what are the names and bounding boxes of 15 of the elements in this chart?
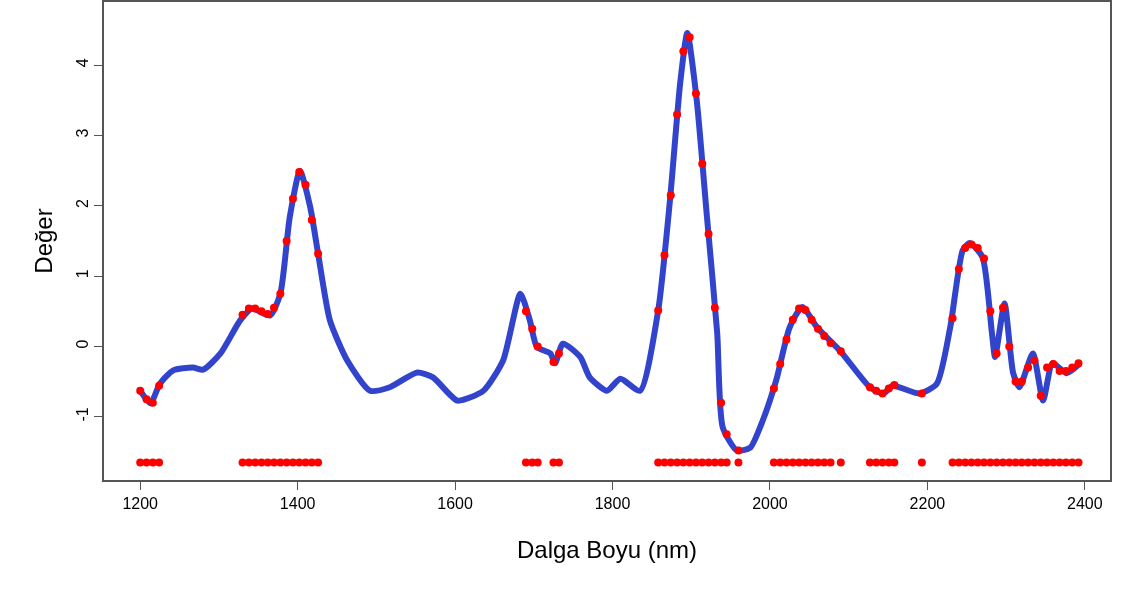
y-tick-label: -1	[73, 407, 91, 422]
x-tick-label: 1600	[437, 494, 473, 512]
y-tick-label: 2	[73, 198, 91, 208]
x-axis-title: Dalga Boyu (nm)	[516, 535, 698, 563]
y-tick-label: 1	[73, 269, 91, 279]
x-tick-label: 2000	[752, 494, 788, 512]
x-tick-label: 1200	[122, 494, 159, 512]
x-tick-label: 2400	[1067, 494, 1103, 512]
x-tick-label: 1400	[279, 494, 316, 512]
y-tick-label: 3	[73, 128, 91, 138]
y-tick-label: 0	[73, 339, 91, 349]
x-tick-label: 2200	[909, 494, 946, 512]
x-tick-label: 1800	[594, 494, 631, 512]
y-axis-title: Değer	[30, 208, 58, 274]
y-tick-label: 4	[73, 58, 91, 68]
